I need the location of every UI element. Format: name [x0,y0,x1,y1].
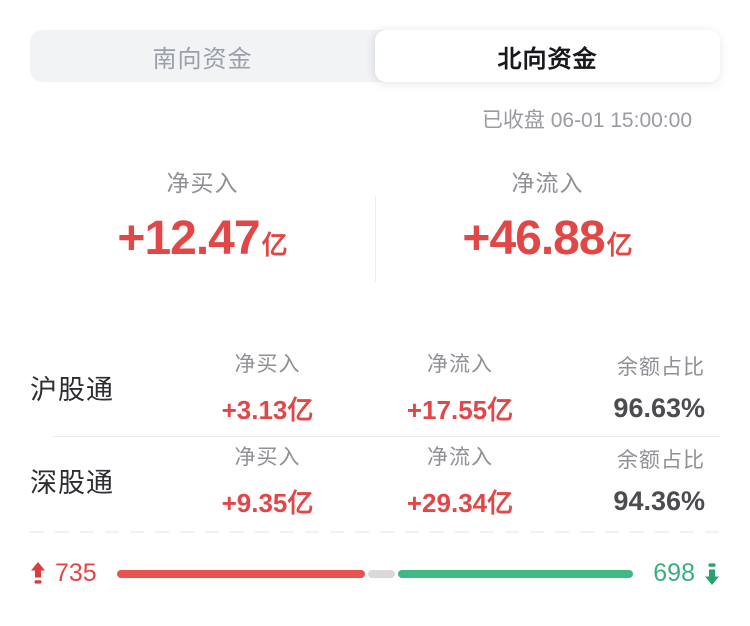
advancers-count: 735 [55,559,97,587]
advance-decline-gauge: 735 698 [30,559,720,588]
down-arrow-icon [704,562,720,585]
market-status: 已收盘 06-01 15:00:00 [481,109,692,132]
up-arrow-icon [30,562,46,585]
row-divider [52,436,720,437]
shenzhen-net-buy: 净买入 +9.35亿 [180,441,355,520]
shenzhen-balance-ratio: 余额占比 94.36% [565,444,720,517]
cell-value: +29.34亿 [406,487,514,518]
decliners-count: 698 [653,559,695,587]
summary-net-buy: 净买入 +12.47 亿 [30,164,375,272]
tab-northbound[interactable]: 北向资金 [375,30,720,82]
breadth-bar-down [397,569,634,578]
cell-label: 净买入 [234,352,301,376]
row-shenzhen-connect[interactable]: 深股通 净买入 +9.35亿 净流入 +29.34亿 余额占比 94.36% [30,437,720,523]
net-buy-value: +12.47 亿 [117,212,287,272]
cell-value: +9.35亿 [221,487,314,518]
fund-direction-tabs: 南向资金 北向资金 [30,30,720,82]
connect-rows: 沪股通 净买入 +3.13亿 净流入 +17.55亿 余额占比 96.63% 深… [30,344,720,533]
breadth-bar [116,569,634,578]
net-buy-label: 净买入 [166,170,239,196]
shanghai-net-inflow: 净流入 +17.55亿 [355,348,565,427]
row-shanghai-connect[interactable]: 沪股通 净买入 +3.13亿 净流入 +17.55亿 余额占比 96.63% [30,344,720,430]
cell-value: +3.13亿 [221,394,314,425]
cell-label: 净买入 [234,445,301,469]
net-inflow-unit: 亿 [606,230,633,260]
shenzhen-net-inflow: 净流入 +29.34亿 [355,441,565,520]
net-inflow-value: +46.88 亿 [462,212,632,272]
tab-southbound[interactable]: 南向资金 [152,45,253,73]
summary-section: 净买入 +12.47 亿 净流入 +46.88 亿 [30,164,720,282]
breadth-bar-up [116,569,365,578]
summary-net-inflow: 净流入 +46.88 亿 [375,164,720,272]
net-buy-amount: +12.47 [117,212,260,265]
cell-label: 净流入 [427,352,493,376]
cell-value: 96.63% [613,392,705,423]
breadth-bar-flat [367,569,395,578]
row-title: 沪股通 [30,374,114,405]
cell-value: 94.36% [613,485,705,516]
vertical-divider [375,196,376,282]
cell-label: 净流入 [427,445,493,469]
net-inflow-amount: +46.88 [462,212,605,265]
net-buy-unit: 亿 [261,230,288,260]
cell-label: 余额占比 [617,448,705,472]
shanghai-net-buy: 净买入 +3.13亿 [180,348,355,427]
net-inflow-label: 净流入 [511,170,584,196]
row-divider-dashed [30,531,720,533]
row-title: 深股通 [30,467,114,498]
shanghai-balance-ratio: 余额占比 96.63% [565,351,720,424]
cell-value: +17.55亿 [406,394,514,425]
cell-label: 余额占比 [617,355,705,379]
